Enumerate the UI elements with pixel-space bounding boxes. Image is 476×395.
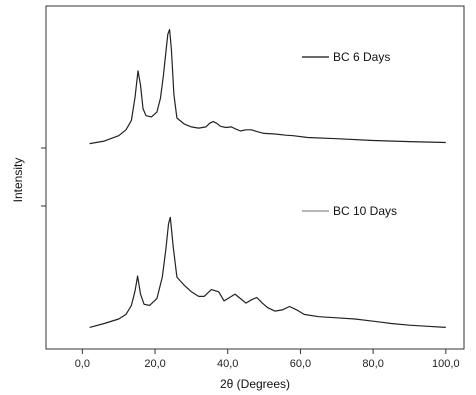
plot-frame [45,5,465,350]
x-tick-label: 20,0 [144,358,165,370]
legend-label: BC 6 Days [333,50,390,64]
x-tick-label: 0,0 [75,358,90,370]
legend: BC 6 Days BC 10 Days [302,50,397,218]
x-tick-label: 100,0 [432,358,460,370]
series-line-bc-10-days [89,216,446,328]
x-axis-title: 2θ (Degrees) [220,377,290,391]
x-axis: 0,0 20,0 40,0 60,0 80,0 100,0 [75,349,460,370]
y-axis-title: Intensity [11,158,25,203]
x-tick-label: 40,0 [217,358,238,370]
legend-label: BC 10 Days [333,204,397,218]
series-line-bc-6-days [89,28,446,145]
x-tick-label: 60,0 [290,358,311,370]
series-layer [89,28,446,328]
x-tick-label: 80,0 [362,358,383,370]
